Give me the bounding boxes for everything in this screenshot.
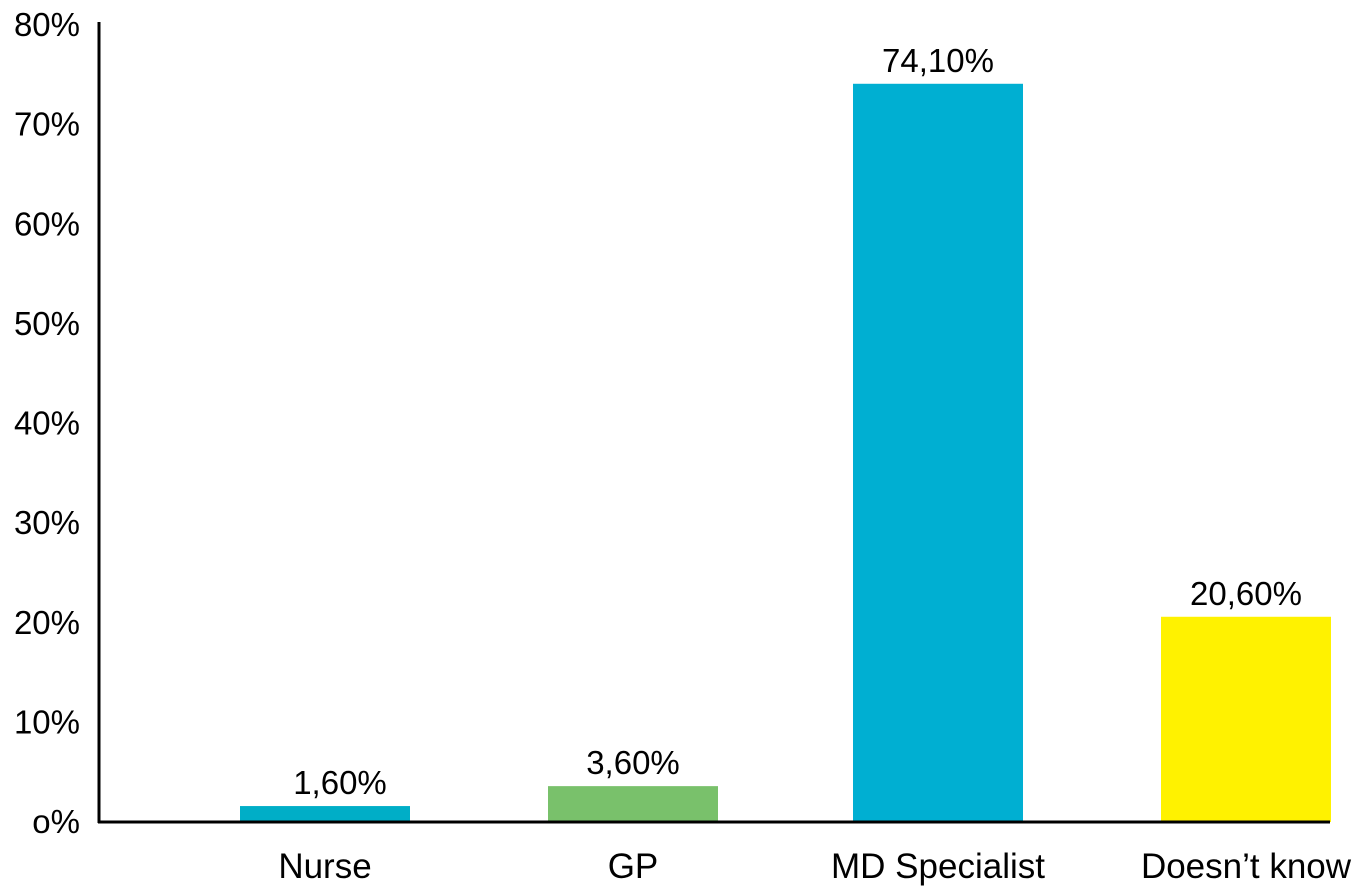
bar-value-label: 74,10% xyxy=(882,42,994,79)
bar-value-label: 3,60% xyxy=(586,744,680,781)
x-category-label: MD Specialist xyxy=(831,847,1045,886)
y-tick-label: 40% xyxy=(14,405,80,442)
y-tick-label: 70% xyxy=(14,106,80,143)
bar-value-label: 20,60% xyxy=(1190,575,1302,612)
bar-value-label: 1,60% xyxy=(293,764,387,801)
x-category-label: Nurse xyxy=(278,847,371,886)
bar xyxy=(1161,616,1331,822)
bar xyxy=(548,786,718,822)
bar xyxy=(240,806,410,822)
bars-group xyxy=(240,83,1331,822)
x-axis-category-labels: Nurse GP MD Specialist Doesn’t know xyxy=(278,847,1351,886)
y-axis-tick-labels: o% 10% 20% 30% 40% 50% 60% 70% 80% xyxy=(14,6,80,840)
y-tick-label: o% xyxy=(32,803,80,840)
x-category-label: GP xyxy=(608,847,659,886)
bar xyxy=(853,83,1023,822)
y-tick-label: 10% xyxy=(14,703,80,740)
y-tick-label: 20% xyxy=(14,604,80,641)
x-category-label: Doesn’t know xyxy=(1141,847,1352,886)
y-tick-label: 80% xyxy=(14,6,80,43)
bar-value-labels: 1,60% 3,60% 74,10% 20,60% xyxy=(293,42,1302,801)
y-tick-label: 30% xyxy=(14,504,80,541)
y-tick-label: 50% xyxy=(14,305,80,342)
y-tick-label: 60% xyxy=(14,205,80,242)
